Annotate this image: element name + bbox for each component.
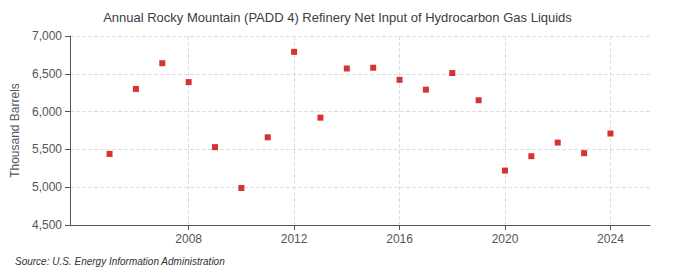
svg-text:6,000: 6,000 <box>32 105 62 119</box>
svg-text:2012: 2012 <box>281 232 308 246</box>
svg-text:6,500: 6,500 <box>32 67 62 81</box>
svg-text:5,000: 5,000 <box>32 180 62 194</box>
svg-text:Thousand Barrels: Thousand Barrels <box>8 83 22 178</box>
svg-text:5,500: 5,500 <box>32 142 62 156</box>
svg-text:7,000: 7,000 <box>32 29 62 43</box>
svg-text:Source: U.S. Energy Informatio: Source: U.S. Energy Information Administ… <box>15 256 225 267</box>
svg-text:2020: 2020 <box>492 232 519 246</box>
svg-text:4,500: 4,500 <box>32 218 62 232</box>
svg-text:Annual Rocky Mountain (PADD 4): Annual Rocky Mountain (PADD 4) Refinery … <box>103 10 572 25</box>
svg-text:2008: 2008 <box>175 232 202 246</box>
svg-text:2016: 2016 <box>386 232 413 246</box>
svg-text:2024: 2024 <box>597 232 624 246</box>
